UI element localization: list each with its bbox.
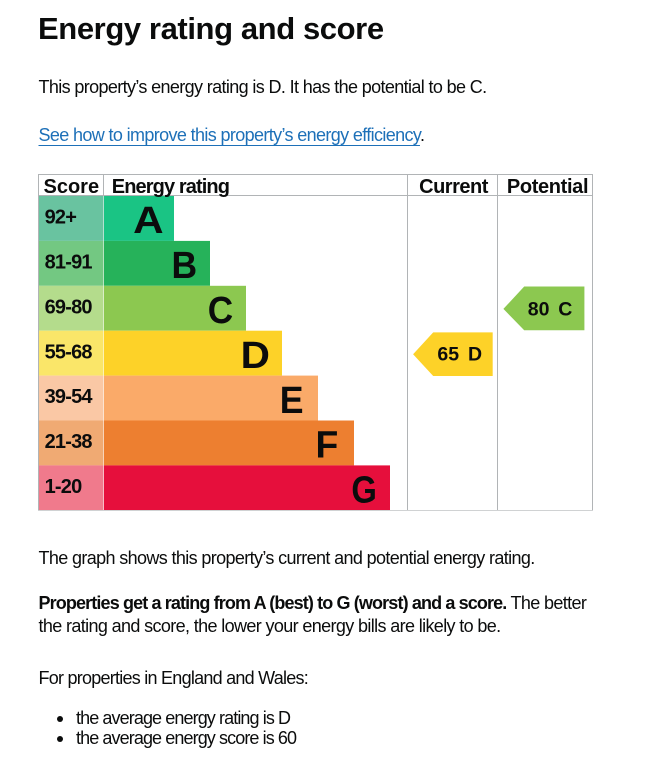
svg-text:92+: 92+ [45,207,77,229]
svg-text:65: 65 [437,344,459,366]
svg-text:Current: Current [419,176,489,198]
svg-text:D: D [241,335,270,377]
svg-text:69-80: 69-80 [45,296,93,318]
svg-text:1-20: 1-20 [45,476,83,498]
svg-text:C: C [208,290,233,332]
svg-text:C: C [558,299,572,321]
svg-text:81-91: 81-91 [45,252,93,274]
svg-text:39-54: 39-54 [45,386,94,408]
svg-text:55-68: 55-68 [45,341,93,363]
svg-text:21-38: 21-38 [45,431,93,453]
svg-text:B: B [172,245,198,287]
svg-text:E: E [280,380,304,422]
svg-text:80: 80 [528,299,550,321]
svg-text:F: F [316,425,339,467]
svg-text:D: D [468,344,482,366]
svg-text:Score: Score [44,176,100,198]
svg-text:G: G [351,470,377,512]
svg-text:Potential: Potential [507,176,588,198]
svg-text:Energy rating: Energy rating [112,176,229,198]
svg-text:A: A [133,200,164,242]
